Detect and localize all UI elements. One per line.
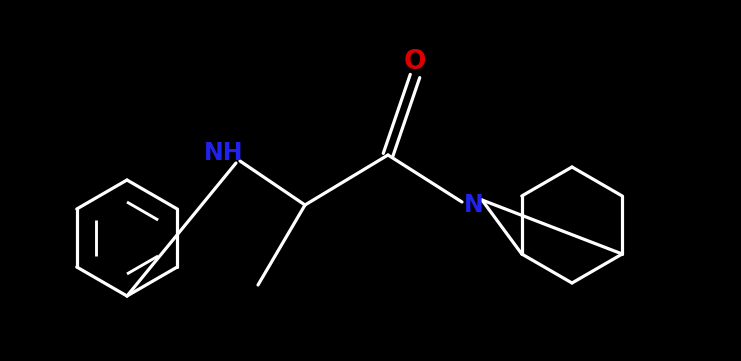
Text: N: N bbox=[464, 193, 484, 217]
Text: NH: NH bbox=[205, 141, 244, 165]
Text: O: O bbox=[404, 49, 426, 75]
